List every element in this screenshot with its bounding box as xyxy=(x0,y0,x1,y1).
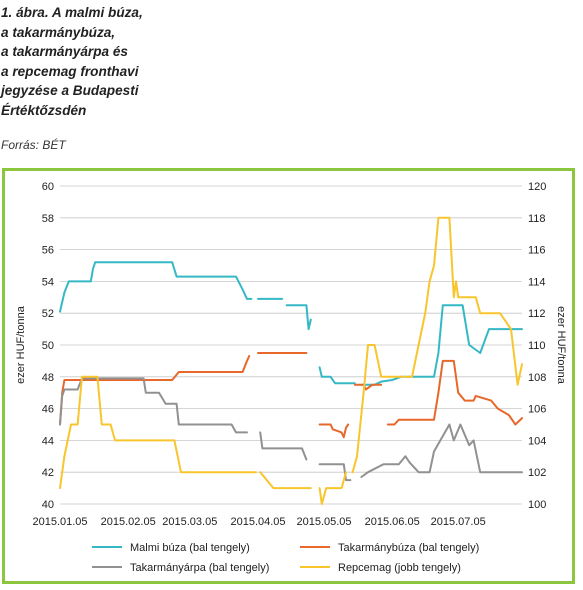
series-line-1 xyxy=(318,366,356,385)
y-right-tick-label: 110 xyxy=(528,340,546,352)
figure-title-line: a takarmányárpa és xyxy=(1,44,128,59)
y-left-tick-label: 54 xyxy=(42,276,54,288)
figure-title-line: 1. ábra. A malmi búza, xyxy=(1,5,143,20)
y-left-tick-label: 56 xyxy=(42,245,54,257)
series-line-2 xyxy=(59,355,251,426)
x-tick-label: 2015.02.05 xyxy=(101,516,156,528)
series-line-3 xyxy=(59,377,248,434)
legend-label: Repcemag (jobb tengely) xyxy=(338,562,461,574)
series-line-2 xyxy=(353,383,383,391)
y-right-tick-label: 104 xyxy=(528,435,546,447)
y-left-tick-label: 40 xyxy=(42,499,54,511)
y-left-tick-label: 48 xyxy=(42,372,54,384)
y-right-tick-label: 120 xyxy=(528,181,546,193)
y-left-tick-label: 58 xyxy=(42,213,54,225)
series-line-2 xyxy=(386,359,523,426)
figure-source: Forrás: BÉT xyxy=(1,138,66,152)
series-line-3 xyxy=(318,463,352,482)
y-left-tick-label: 50 xyxy=(42,340,54,352)
legend-label: Takarmánybúza (bal tengely) xyxy=(338,542,479,554)
y-right-tick-label: 100 xyxy=(528,499,546,511)
y-left-tick-label: 46 xyxy=(42,404,54,416)
y-left-tick-label: 42 xyxy=(42,467,54,479)
series-line-4 xyxy=(318,471,347,505)
y-right-tick-label: 102 xyxy=(528,467,546,479)
series-line-3 xyxy=(360,423,523,478)
series-line-3 xyxy=(259,431,308,461)
series-line-4 xyxy=(59,375,257,490)
x-tick-label: 2015.06.05 xyxy=(365,516,420,528)
x-tick-label: 2015.04.05 xyxy=(230,516,285,528)
series-line-1 xyxy=(59,261,253,313)
y-left-axis-title: ezer HUF/tonna xyxy=(15,305,27,384)
y-right-tick-label: 112 xyxy=(528,308,546,320)
series-line-4 xyxy=(351,216,523,474)
chart-frame xyxy=(2,168,575,584)
x-tick-label: 2015.01.05 xyxy=(32,516,87,528)
figure-title-line: jegyzése a Budapesti xyxy=(1,83,139,98)
figure-title-line: a takarmánybúza, xyxy=(1,24,116,40)
series-line-2 xyxy=(318,423,350,439)
y-right-tick-label: 118 xyxy=(528,213,546,225)
series-line-4 xyxy=(259,471,312,490)
legend-label: Malmi búza (bal tengely) xyxy=(130,542,250,554)
y-right-tick-label: 106 xyxy=(528,404,546,416)
y-left-tick-label: 44 xyxy=(42,435,54,447)
x-tick-label: 2015.03.05 xyxy=(162,516,217,528)
y-right-axis-title: ezer HUF/tonna xyxy=(555,306,567,385)
x-tick-label: 2015.07.05 xyxy=(431,516,486,528)
figure-title-line: a repcemag fronthavi xyxy=(1,63,139,79)
y-right-tick-label: 116 xyxy=(528,245,546,257)
y-left-tick-label: 52 xyxy=(42,308,54,320)
y-right-tick-label: 114 xyxy=(528,276,546,288)
y-right-tick-label: 108 xyxy=(528,372,546,384)
legend-label: Takarmányárpa (bal tengely) xyxy=(130,562,269,574)
series-line-1 xyxy=(360,304,523,386)
series-line-1 xyxy=(285,304,312,331)
figure-title: 1. ábra. A malmi búza, a takarmánybúza, … xyxy=(1,3,241,120)
figure-title-line: Értéktőzsdén xyxy=(1,102,87,118)
x-tick-label: 2015.05.05 xyxy=(296,516,351,528)
y-left-tick-label: 60 xyxy=(42,181,54,193)
